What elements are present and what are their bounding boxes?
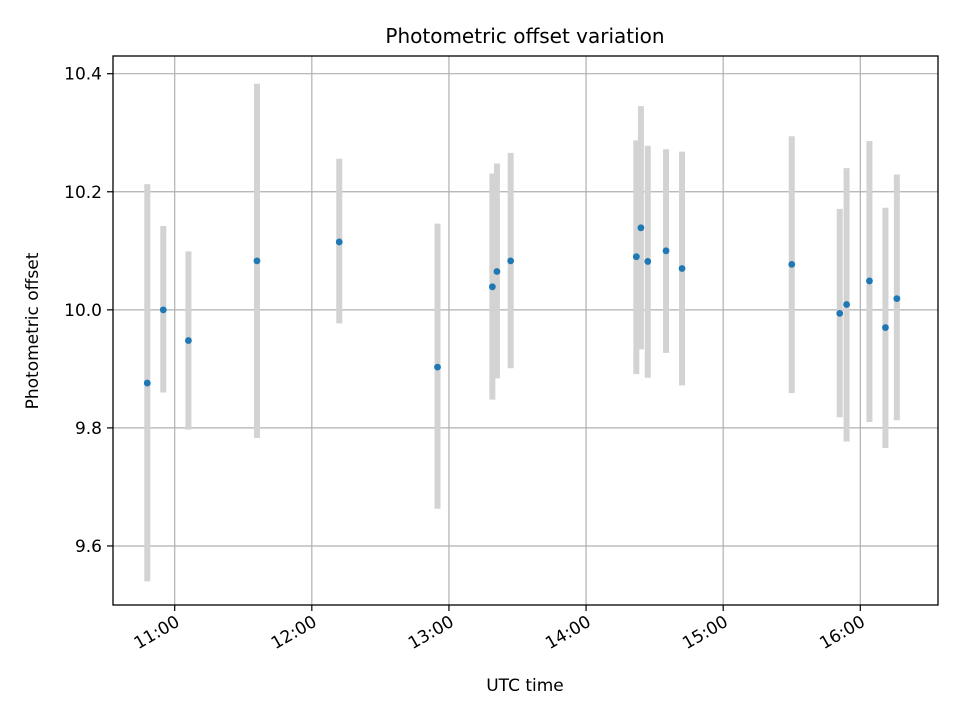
data-point bbox=[843, 301, 850, 308]
y-axis-label: Photometric offset bbox=[23, 252, 43, 409]
data-point bbox=[662, 247, 670, 255]
data-points bbox=[143, 224, 901, 387]
y-tick-label: 10.2 bbox=[64, 183, 102, 203]
data-point bbox=[434, 363, 441, 371]
y-tick-label: 9.8 bbox=[75, 419, 102, 439]
data-point bbox=[159, 306, 167, 314]
data-point bbox=[637, 224, 645, 232]
data-point bbox=[678, 265, 686, 272]
chart-title: Photometric offset variation bbox=[385, 24, 664, 48]
data-point bbox=[253, 257, 261, 265]
data-point bbox=[644, 258, 652, 265]
data-point bbox=[882, 324, 889, 331]
data-point bbox=[507, 257, 515, 265]
y-tick-label: 9.6 bbox=[75, 537, 102, 557]
plot-frame bbox=[112, 55, 939, 606]
data-point bbox=[866, 277, 873, 285]
data-point bbox=[488, 283, 496, 291]
grid bbox=[113, 56, 938, 605]
data-point bbox=[143, 379, 151, 387]
y-tick-label: 10.0 bbox=[64, 301, 102, 321]
y-tick-label: 10.4 bbox=[64, 65, 102, 85]
data-point bbox=[893, 295, 901, 303]
data-point bbox=[836, 309, 844, 317]
data-point bbox=[493, 268, 501, 275]
data-point bbox=[185, 337, 192, 344]
data-point bbox=[632, 253, 640, 261]
x-axis-label: UTC time bbox=[486, 676, 564, 696]
data-point bbox=[335, 238, 343, 246]
data-point bbox=[788, 260, 796, 268]
